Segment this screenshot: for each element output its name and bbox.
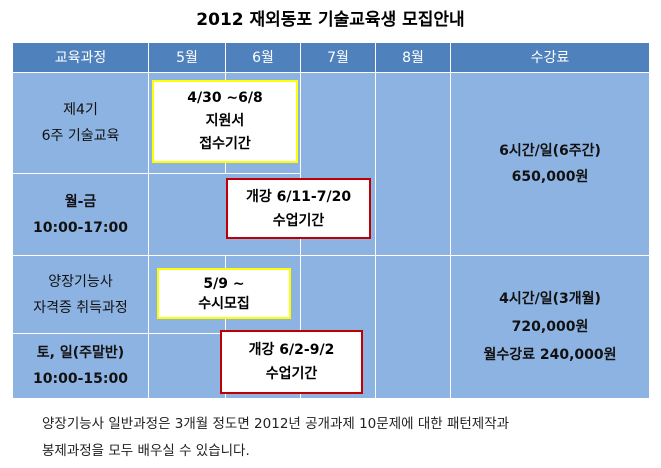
text-line: 개강 6/2-9/2 (248, 342, 335, 358)
course-name: 양장기능사 자격증 취득과정 (12, 255, 149, 334)
text-line: 10:00-15:00 (33, 371, 128, 387)
text-line: 650,000원 (511, 169, 589, 185)
text-line: 월수강료 240,000원 (483, 347, 617, 363)
text-line: 개강 6/11-7/20 (245, 188, 352, 205)
header-cell: 8월 (375, 42, 451, 73)
text-line: 자격증 취득과정 (33, 299, 128, 316)
text-line: 접수기간 (199, 136, 251, 152)
header-cell: 5월 (148, 42, 226, 73)
period-box: 4/30 ∼6/8 지원서 접수기간 (152, 80, 298, 163)
course-fee: 4시간/일(3개월) 720,000원 월수강료 240,000원 (450, 255, 650, 399)
text-line: 수시모집 (198, 295, 250, 312)
text-line: 10:00-17:00 (33, 219, 128, 236)
title: 2012 재외동포 기술교육생 모집안내 (196, 10, 465, 30)
text-line: 수업기간 (265, 366, 318, 382)
footer-line: 봉제과정을 모두 배우실 수 있습니다. (42, 443, 250, 459)
text-line: 720,000원 (511, 319, 589, 335)
period-box: 5/9 ∼ 수시모집 (157, 268, 291, 319)
course-schedule: 월-금 10:00-17:00 (12, 173, 149, 256)
text-line: 토, 일(주말반) (36, 345, 125, 361)
text-line: 4/30 ∼6/8 (187, 90, 263, 106)
header-cell: 교육과정 (12, 42, 149, 73)
text-line: 6시간/일(6주간) (499, 143, 601, 159)
text-line: 지원서 (205, 113, 245, 129)
text-line: 6주 기술교육 (41, 128, 120, 144)
month-cell (375, 255, 451, 399)
period-box: 개강 6/11-7/20 수업기간 (226, 178, 371, 239)
period-box: 개강 6/2-9/2 수업기간 (220, 330, 363, 394)
header-cell: 수강료 (450, 42, 650, 73)
footer-line: 양장기능사 일반과정은 3개월 정도면 2012년 공개과제 10문제에 대한 … (42, 416, 510, 432)
text-line: 제4기 (63, 102, 98, 118)
course-schedule: 토, 일(주말반) 10:00-15:00 (12, 333, 149, 399)
header-cell: 6월 (225, 42, 301, 73)
text-line: 5/9 ∼ (203, 275, 245, 292)
text-line: 수업기간 (272, 212, 325, 229)
course-name: 제4기 6주 기술교육 (12, 72, 149, 174)
text-line: 월-금 (64, 193, 97, 210)
month-cell (375, 72, 451, 256)
text-line: 양장기능사 (48, 273, 113, 290)
month-cell (148, 333, 226, 399)
header-cell: 7월 (300, 42, 376, 73)
text-line: 4시간/일(3개월) (499, 291, 601, 307)
course-fee: 6시간/일(6주간) 650,000원 (450, 72, 650, 256)
